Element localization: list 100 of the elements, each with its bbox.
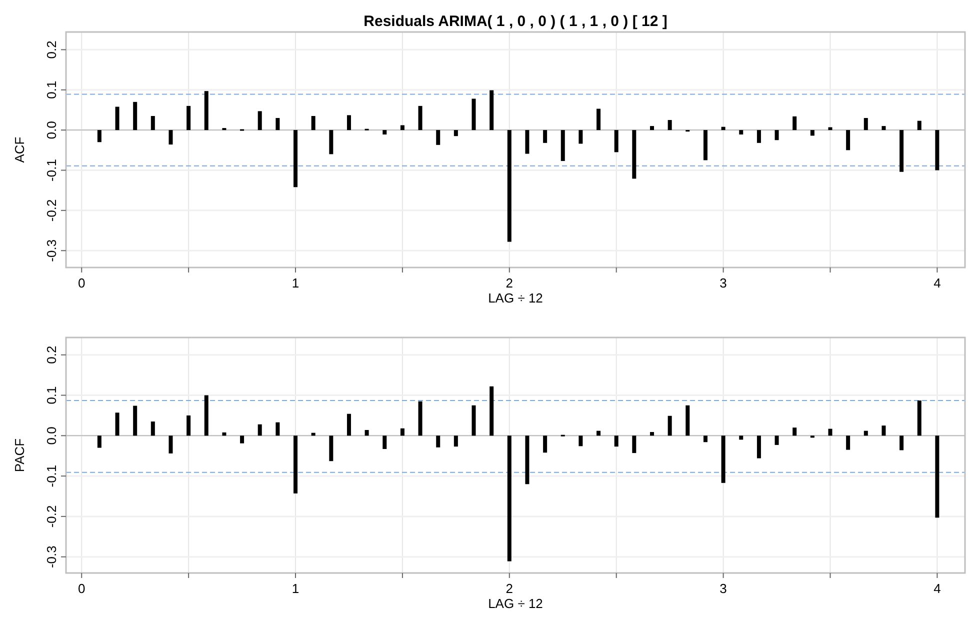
bar [472,405,476,436]
bar [186,415,191,436]
x-tick-label: 4 [934,581,941,596]
bar [596,108,601,130]
bar [668,120,672,130]
bar [400,428,404,436]
bar [810,130,814,136]
bar [258,111,262,130]
x-tick-label: 0 [78,581,86,596]
y-tick-label: -0.3 [44,546,59,568]
x-tick-label: 2 [506,581,514,596]
chart-title: Residuals ARIMA( 1 , 0 , 0 ) ( 1 , 1 , 0 ) [ 12 ] [364,13,668,30]
bar [525,436,530,484]
x-tick-label: 0 [78,276,86,290]
bar [828,428,832,436]
y-tick-label: 0.2 [44,40,59,59]
y-tick-label: -0.1 [44,159,59,182]
y-tick-label: -0.1 [44,464,59,488]
x-tick-label: 4 [934,276,941,290]
x-axis-title: LAG ÷ 12 [488,596,543,611]
bar [276,422,280,436]
bar [756,436,761,458]
bar [418,106,422,130]
bar [917,400,922,436]
bar [454,130,458,136]
bar [364,430,369,436]
x-tick-label: 1 [292,276,300,290]
y-tick-label: 0.2 [44,346,59,364]
bar [882,126,886,130]
bar [935,130,940,170]
bar [507,436,512,562]
bar [168,130,173,145]
x-axis-title: LAG ÷ 12 [488,290,543,306]
y-tick-label: -0.2 [44,505,59,528]
bar [632,130,636,179]
bar [490,386,494,436]
bar [703,436,708,442]
bar [329,436,334,462]
bar [721,126,726,130]
bar [543,130,548,143]
bar [632,436,636,454]
bar [650,432,654,436]
bar [133,102,138,130]
y-tick-label: 0.0 [44,426,59,445]
bar [168,436,173,454]
bar [329,130,334,154]
x-tick-label: 3 [720,276,727,290]
bar [864,430,868,436]
bar [204,395,208,436]
y-tick-label: 0.1 [44,80,59,99]
bar [294,130,298,188]
y-axis-title: PACF [12,438,27,472]
bar [454,436,458,447]
y-tick-label: 0.1 [44,386,59,404]
x-tick-label: 1 [292,581,300,596]
x-tick-label: 2 [506,276,514,290]
bar [472,98,476,130]
bar [739,436,744,440]
x-tick-label: 3 [720,581,727,596]
bar [668,416,672,436]
bar [900,130,904,172]
bar [276,118,280,130]
bar [382,436,387,449]
bar [650,126,654,130]
bar [436,436,440,448]
bar [774,436,779,445]
bar [792,428,797,436]
bar [115,412,120,436]
bar [133,406,138,436]
bar [204,91,208,130]
bar [258,424,262,436]
bar [186,106,191,130]
bar [560,130,565,162]
bar [721,436,726,483]
bar [846,436,850,450]
bar [525,130,530,154]
bar [935,436,940,518]
bar [774,130,779,140]
bar [490,90,494,130]
bar [97,436,102,448]
bar [917,120,922,130]
bar [150,422,155,436]
bar [240,436,244,444]
bar [578,130,583,144]
bar [703,130,708,160]
y-tick-label: -0.2 [44,199,59,222]
bar [436,130,440,145]
bar [792,116,797,130]
bar [756,130,761,143]
bar [115,106,120,130]
bar [97,130,102,142]
bar [418,401,422,436]
bar [507,130,512,242]
bar [882,426,886,436]
bar [578,436,583,446]
bar [596,430,601,436]
bar [614,130,618,152]
bar [346,414,351,436]
bar [222,432,226,436]
bar [346,115,351,130]
